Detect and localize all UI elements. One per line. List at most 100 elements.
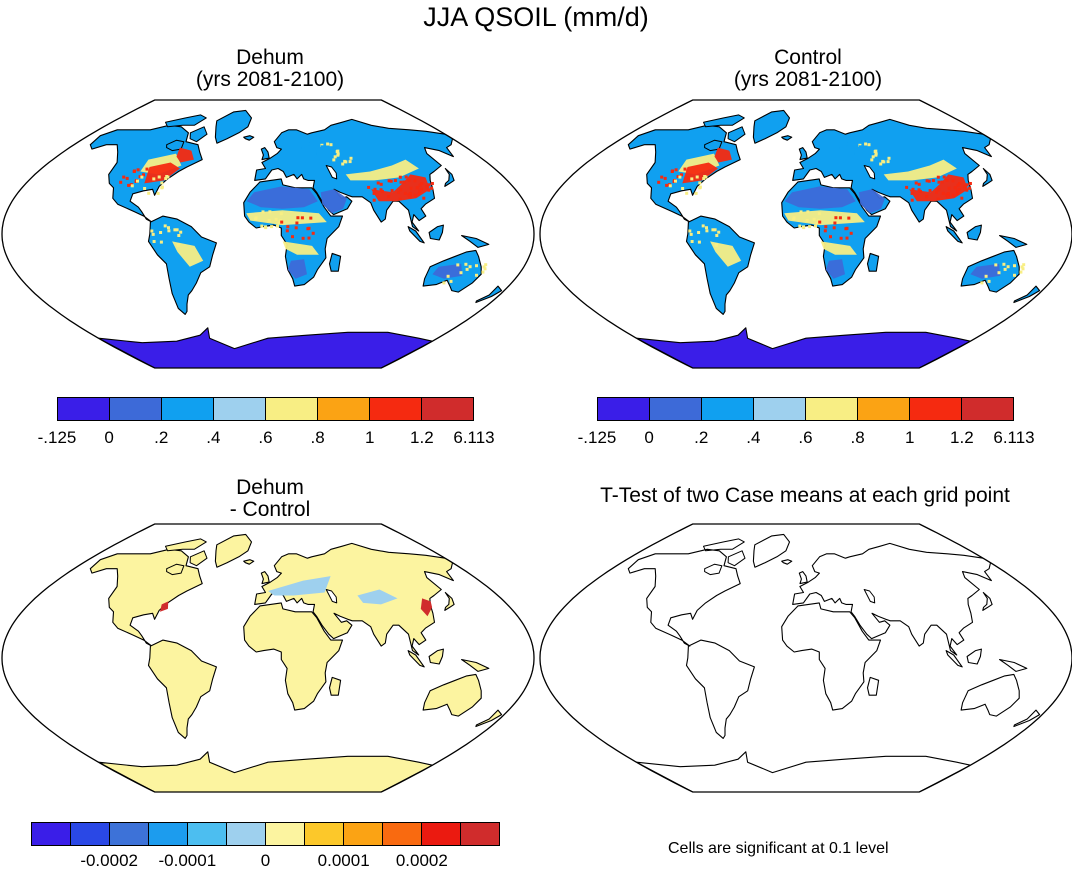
field-cell <box>418 189 422 193</box>
field-cell <box>802 226 806 230</box>
colorbar-tick-label: 1.2 <box>410 428 434 447</box>
field-cell <box>784 186 856 209</box>
colorbar-swatch <box>383 823 422 845</box>
landmass-canadaArch <box>703 114 745 128</box>
field-cell <box>960 196 964 200</box>
field-cell <box>824 225 828 229</box>
field-cell <box>851 152 855 155</box>
landmass-hudson <box>166 139 185 152</box>
map-ttest <box>539 523 1072 793</box>
landmass-borneo <box>428 224 444 241</box>
field-cell <box>130 184 134 188</box>
field-cell <box>1002 262 1006 266</box>
landmass-hudson <box>704 563 723 576</box>
field-cell <box>301 147 305 151</box>
field-cell <box>931 179 935 182</box>
field-cell <box>260 224 264 228</box>
field-cell <box>306 142 310 146</box>
field-cell <box>152 240 156 243</box>
field-cell <box>874 149 878 153</box>
field-cell <box>254 217 258 221</box>
landmass-canadaArch <box>165 114 207 128</box>
landmass-newGuinea <box>461 658 490 672</box>
panel-diff-title: Dehum - Control <box>130 477 410 521</box>
field-cell <box>965 188 969 192</box>
field-cell <box>851 142 855 146</box>
field-cell <box>808 225 812 229</box>
landmass-eurasia <box>254 542 454 656</box>
panel-control-title-line2: (yrs 2081-2100) <box>733 68 883 91</box>
field-cell <box>301 236 305 240</box>
landmass-newGuinea <box>999 658 1028 672</box>
field-cell <box>935 190 938 194</box>
field-cell <box>980 281 984 285</box>
field-cell <box>393 179 397 182</box>
field-cell <box>690 240 694 243</box>
field-cell <box>430 186 434 190</box>
colorbar-swatch <box>962 398 1013 420</box>
field-cell <box>937 188 941 192</box>
field-cell <box>1020 265 1024 269</box>
landmass-iceland <box>243 135 255 141</box>
field-cell <box>427 188 431 192</box>
map-control <box>539 99 1072 369</box>
field-cell <box>160 601 169 612</box>
landmass-hudson <box>166 563 185 576</box>
field-cell <box>925 179 929 183</box>
landmass-caspian <box>325 589 338 604</box>
field-cell <box>316 147 319 151</box>
field-cell <box>345 159 419 181</box>
field-cell <box>839 145 843 149</box>
colorbar-tick-label: -.125 <box>577 428 617 447</box>
field-cell <box>812 217 816 221</box>
field-cell <box>165 175 169 178</box>
field-cell <box>459 271 463 275</box>
field-cell <box>305 159 309 163</box>
field-cell <box>274 217 278 221</box>
field-cell <box>799 210 803 214</box>
field-cell <box>279 212 283 216</box>
field-cell <box>697 240 701 244</box>
field-cell <box>705 229 709 233</box>
landmass-africa <box>243 602 344 711</box>
field-cell <box>148 176 152 180</box>
field-cell <box>680 173 683 177</box>
field-cell <box>442 281 446 285</box>
field-cell <box>151 232 155 236</box>
colorbar-tick-label: .6 <box>798 428 813 447</box>
colorbar-swatch <box>227 823 266 845</box>
field-cell <box>282 241 319 255</box>
field-cell <box>286 225 290 229</box>
colorbar-swatch <box>318 398 370 420</box>
field-cell <box>133 169 136 173</box>
field-cell <box>818 220 822 224</box>
field-cell <box>858 189 885 214</box>
field-cell <box>784 210 865 226</box>
field-cell <box>172 241 204 267</box>
field-cell <box>336 149 340 153</box>
field-cell <box>159 231 163 234</box>
landmass-iceland <box>243 559 255 565</box>
field-cell <box>839 147 843 151</box>
field-cell <box>887 156 891 160</box>
colorbar-swatch <box>806 398 858 420</box>
field-cell <box>296 216 300 220</box>
landmass-baffin <box>189 550 208 567</box>
field-cell <box>970 263 1001 279</box>
field-cell <box>179 230 183 234</box>
field-cell <box>886 160 890 164</box>
colorbar-tick-label: .4 <box>206 428 221 447</box>
colorbar-swatch <box>266 398 318 420</box>
field-cell <box>357 589 398 605</box>
landmass-newZealand <box>1013 709 1041 728</box>
field-cell <box>847 216 851 220</box>
field-cell <box>380 189 384 193</box>
field-cell <box>376 181 380 185</box>
colorbar-tick-label: 0.0002 <box>395 851 448 870</box>
landmass-canadaArch <box>165 538 207 552</box>
landmass-borneo <box>428 648 444 665</box>
colorbar-swatch <box>188 823 227 845</box>
colorbar-tick-label: .2 <box>694 428 709 447</box>
field-cell <box>987 279 991 283</box>
field-cell <box>947 186 951 190</box>
